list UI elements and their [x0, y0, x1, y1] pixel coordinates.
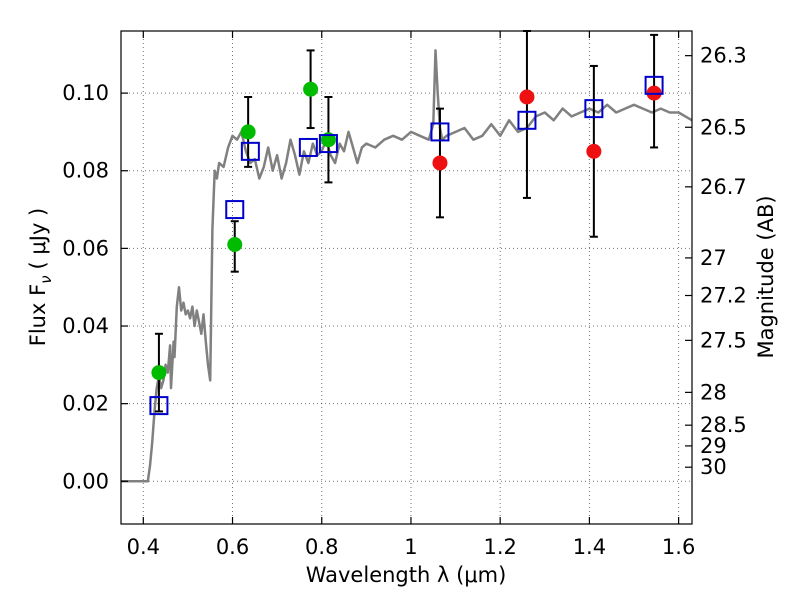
- x-tick-label: 1.6: [662, 535, 695, 559]
- y2-tick-label: 27.5: [700, 328, 747, 352]
- x-tick-label: 0.8: [305, 535, 338, 559]
- model-photometry-square: [149, 396, 169, 416]
- red-data-point: [432, 155, 448, 171]
- y2-axis-label: Magnitude (AB): [754, 195, 778, 358]
- model-spectrum: [121, 49, 693, 483]
- y-tick-label: 0.06: [62, 236, 109, 260]
- model-photometry-square: [644, 75, 664, 95]
- x-tick-label: 1.4: [573, 535, 606, 559]
- plot-frame: [120, 30, 693, 525]
- x-tick-label: 0.6: [216, 535, 249, 559]
- model-photometry-square: [225, 200, 245, 220]
- y-tick-label: 0.00: [62, 469, 109, 493]
- model-photometry-square: [298, 137, 318, 157]
- green-data-point: [240, 124, 256, 140]
- model-photometry-square: [584, 99, 604, 119]
- model-photometry-square: [318, 134, 338, 154]
- y-tick-label: 0.08: [62, 159, 109, 183]
- y-axis-ticks: 0.00 0.02 0.04 0.06 0.08 0.10: [62, 81, 128, 493]
- model-spectrum-line: [121, 49, 693, 483]
- y2-tick-label: 27.2: [700, 284, 747, 308]
- model-photometry-square: [240, 141, 260, 161]
- x-tick-label: 1.2: [483, 535, 516, 559]
- y2-tick-label: 28: [700, 380, 727, 404]
- y2-tick-label: 28.5: [700, 413, 747, 437]
- y2-tick-label: 29: [700, 434, 727, 458]
- error-bars: [154, 30, 659, 413]
- model-photometry-square: [517, 110, 537, 130]
- y-tick-label: 0.04: [62, 314, 109, 338]
- y2-tick-label: 26.5: [700, 115, 747, 139]
- x-tick-label: 1: [404, 535, 417, 559]
- model-photometry-square: [430, 122, 450, 142]
- x-tick-label: 0.4: [127, 535, 160, 559]
- green-data-point: [151, 365, 167, 381]
- y2-tick-label: 30: [700, 455, 727, 479]
- y-axis-label: Flux Fν( μJy ): [26, 208, 55, 347]
- x-axis-ticks: 0.4 0.6 0.8 1 1.2 1.4 1.6: [127, 31, 695, 559]
- green-data-point: [227, 237, 243, 253]
- data-markers: [149, 75, 664, 416]
- red-data-point: [586, 143, 602, 159]
- y2-tick-label: 27: [700, 246, 727, 270]
- red-data-point: [519, 89, 535, 105]
- y2-tick-label: 26.3: [700, 44, 747, 68]
- y-tick-label: 0.10: [62, 81, 109, 105]
- y-tick-label: 0.02: [62, 392, 109, 416]
- y2-tick-label: 26.7: [700, 175, 747, 199]
- green-data-point: [303, 81, 319, 97]
- x-axis-label: Wavelength λ (μm): [306, 563, 507, 587]
